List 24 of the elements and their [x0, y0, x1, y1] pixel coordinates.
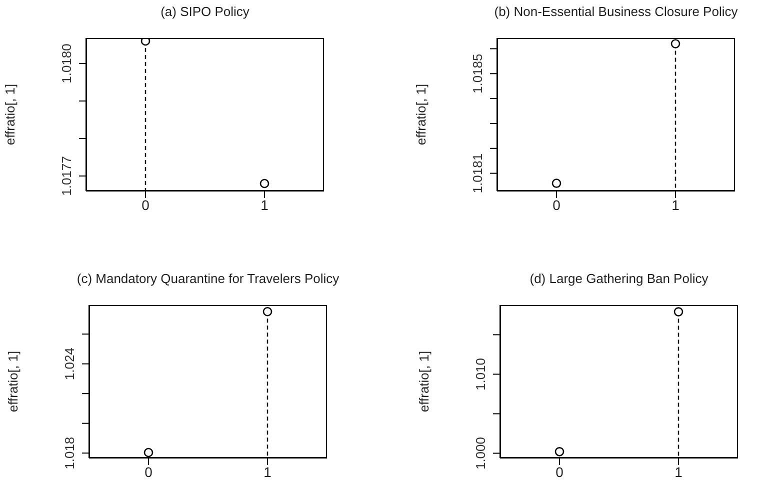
- x-tick-label: 1: [672, 196, 680, 213]
- y-tick-label: 1.0180: [59, 44, 74, 84]
- y-tick-label: 1.018: [62, 436, 77, 470]
- y-axis-title: effratio[, 1]: [2, 84, 18, 146]
- y-tick-label: 1.0181: [470, 153, 485, 194]
- y-tick-label: 1.024: [62, 348, 77, 380]
- x-tick-label: 0: [142, 196, 150, 213]
- chart-title: (c) Mandatory Quarantine for Travelers Policy: [76, 271, 340, 286]
- y-axis-title: effratio[, 1]: [414, 84, 429, 146]
- x-tick-label: 0: [552, 196, 561, 213]
- y-tick-label: 1.010: [473, 358, 488, 391]
- y-tick-label: 1.0185: [470, 54, 485, 94]
- y-axis-title: effratio[, 1]: [416, 350, 432, 412]
- y-tick-label: 1.000: [473, 436, 488, 470]
- chart-title: (d) Large Gathering Ban Policy: [528, 271, 710, 286]
- x-tick-label: 1: [260, 196, 269, 213]
- y-axis-title: effratio[, 1]: [6, 350, 21, 412]
- y-tick-label: 1.0177: [59, 156, 74, 196]
- chart-title: (b) Non-Essential Business Closure Policy: [493, 4, 739, 19]
- x-tick-label: 0: [144, 464, 153, 480]
- x-tick-label: 0: [556, 464, 564, 480]
- chart-title: (a) SIPO Policy: [160, 4, 250, 19]
- x-tick-label: 1: [674, 464, 683, 480]
- x-tick-label: 1: [264, 464, 272, 480]
